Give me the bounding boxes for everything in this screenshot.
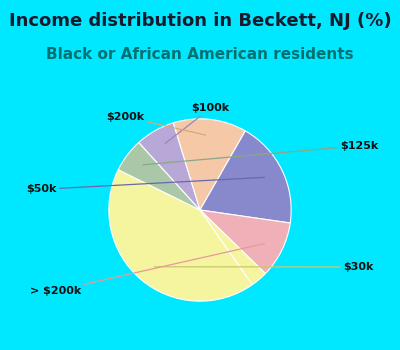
Text: $100k: $100k bbox=[165, 104, 230, 143]
Wedge shape bbox=[118, 142, 200, 210]
Text: $50k: $50k bbox=[27, 177, 264, 194]
Text: Black or African American residents: Black or African American residents bbox=[46, 47, 354, 62]
Wedge shape bbox=[109, 170, 252, 301]
Text: $125k: $125k bbox=[143, 141, 378, 165]
Wedge shape bbox=[200, 131, 291, 223]
Wedge shape bbox=[200, 210, 265, 285]
Text: > $200k: > $200k bbox=[30, 244, 264, 296]
Wedge shape bbox=[200, 210, 290, 274]
Text: Income distribution in Beckett, NJ (%): Income distribution in Beckett, NJ (%) bbox=[9, 12, 391, 30]
Text: $30k: $30k bbox=[154, 262, 373, 272]
Wedge shape bbox=[173, 119, 245, 210]
Wedge shape bbox=[139, 123, 200, 210]
Text: $200k: $200k bbox=[106, 112, 206, 135]
